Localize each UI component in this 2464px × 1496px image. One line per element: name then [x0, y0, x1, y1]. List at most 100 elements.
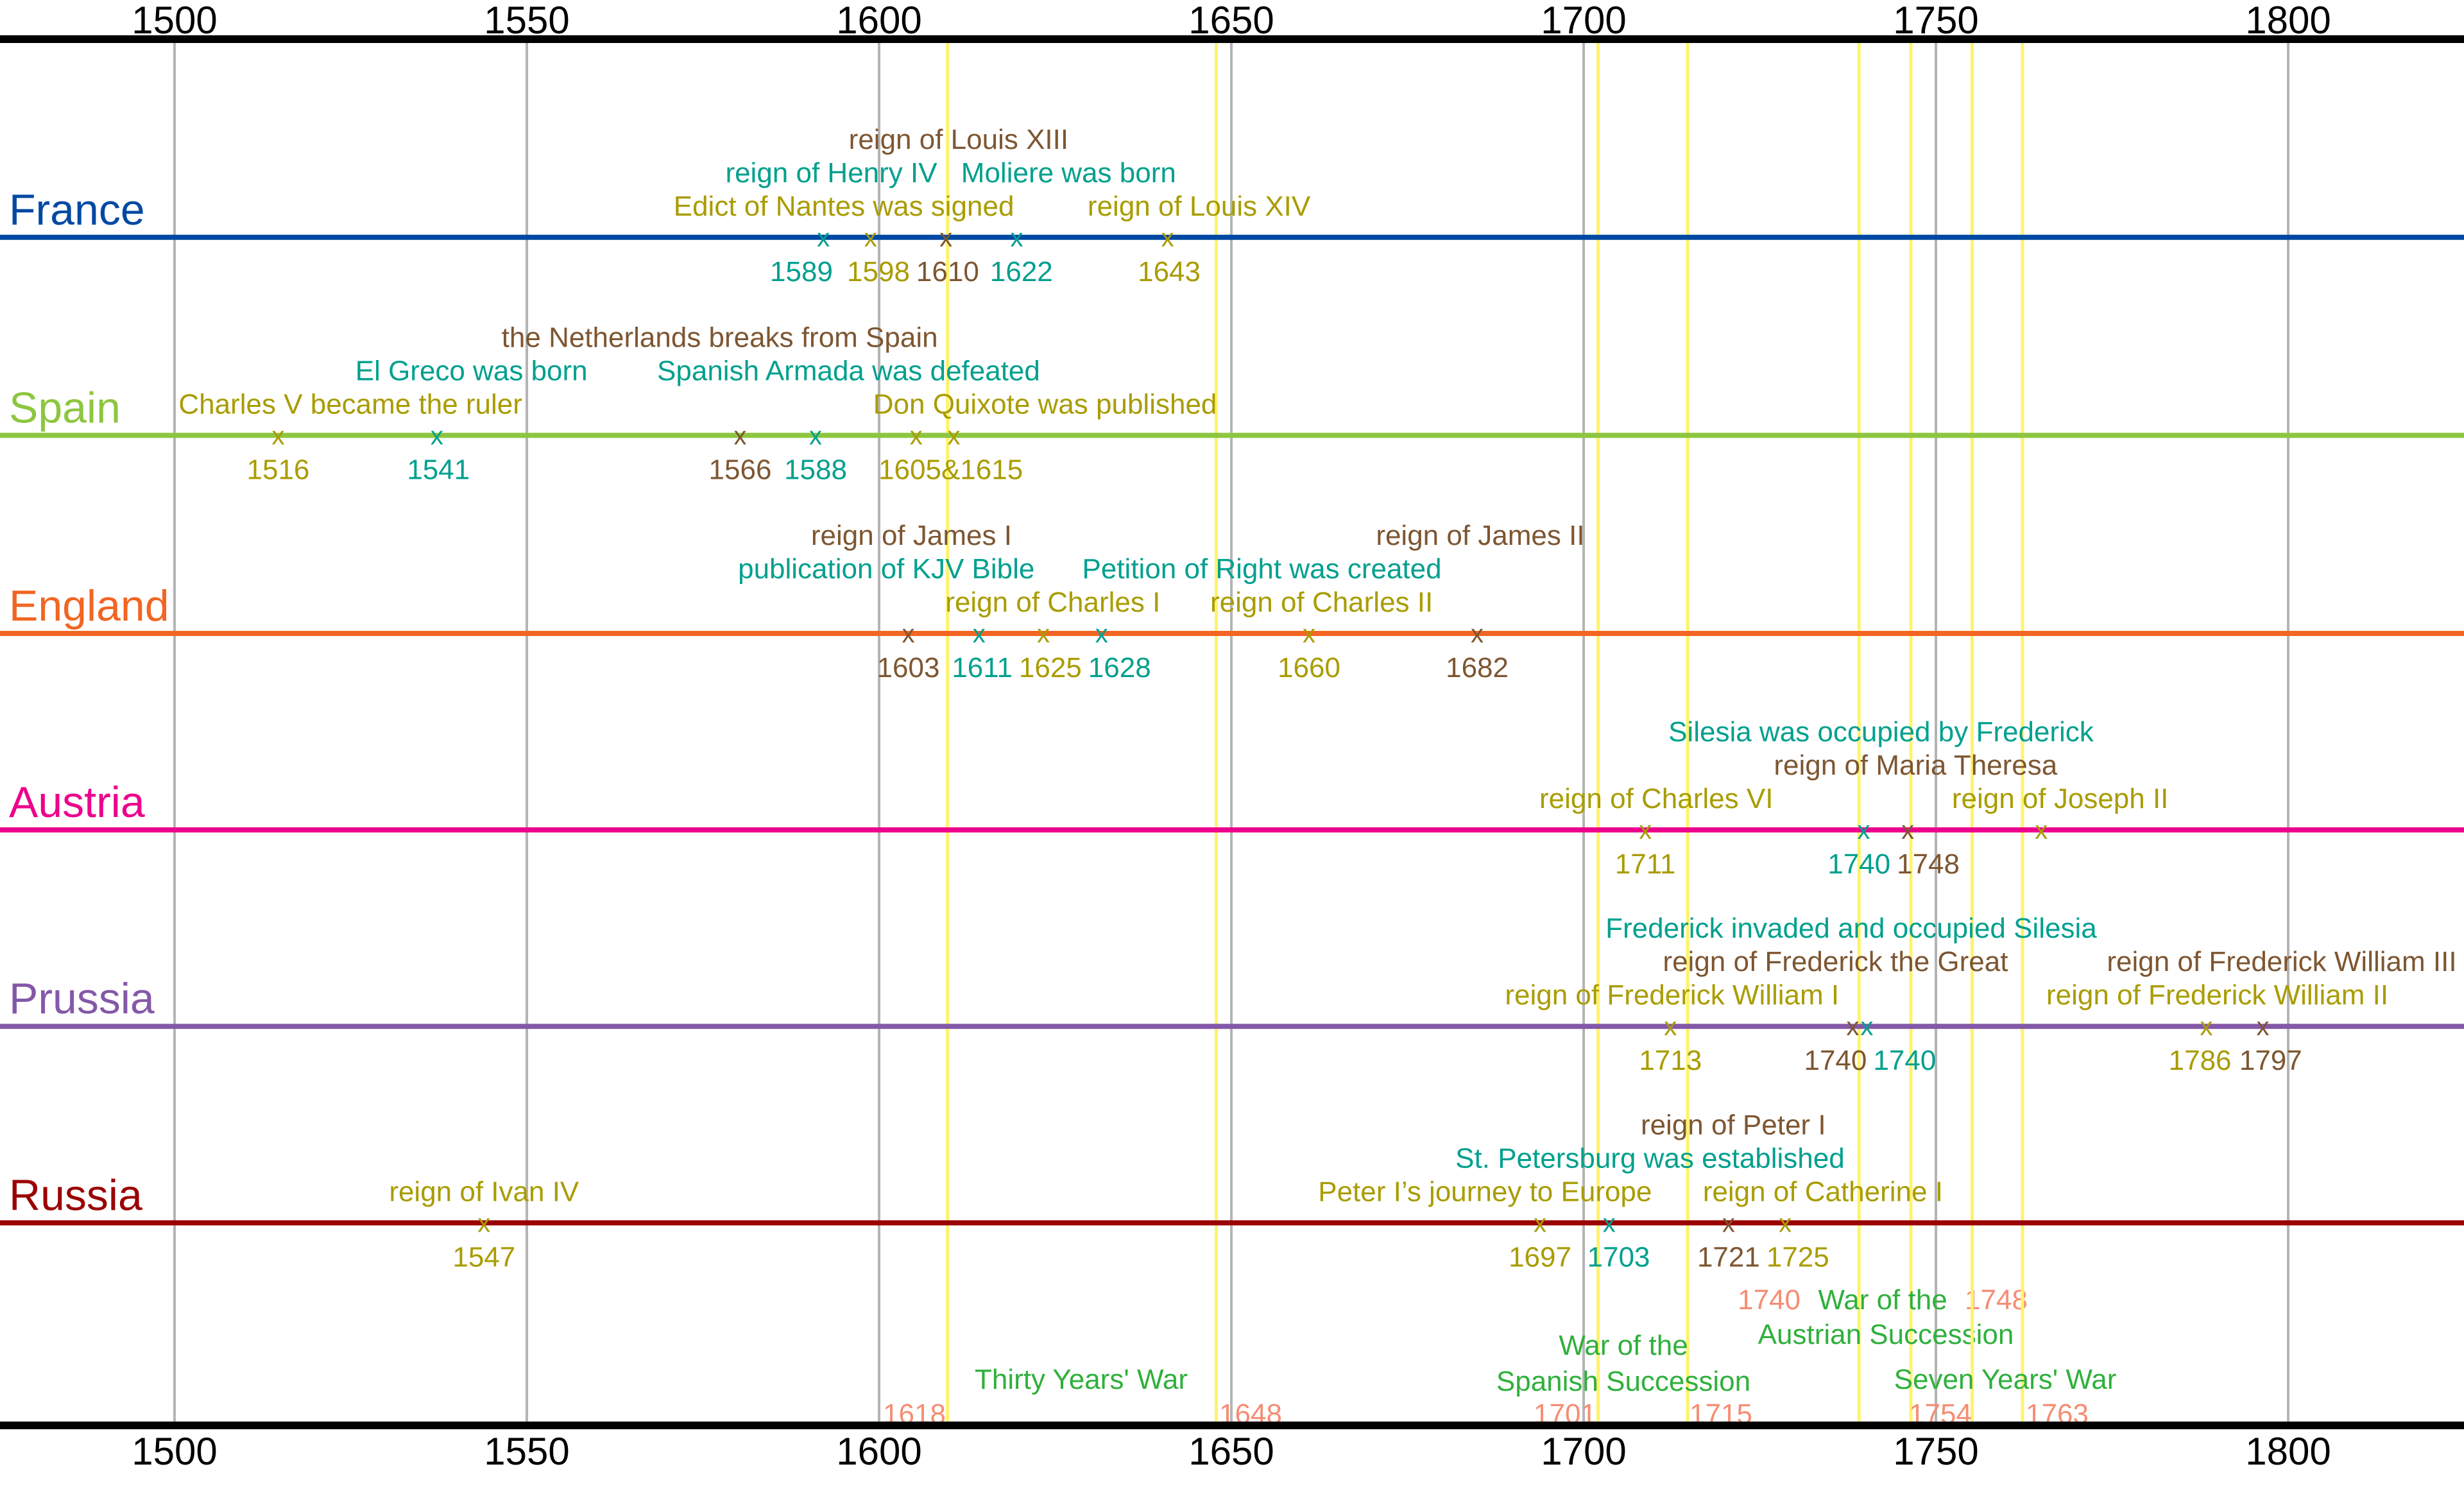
event-label: Moliere was born: [961, 157, 1176, 189]
event-label: Silesia was occupied by Frederick: [1668, 716, 2094, 748]
event-year: 1598: [847, 256, 910, 288]
event: x publication of KJV Bible 1611: [738, 553, 1034, 684]
event: x El Greco was born 1541: [355, 355, 588, 485]
event-marker: x: [431, 422, 443, 450]
x-tick-label-bottom: 1500: [132, 1430, 217, 1473]
event-year: 1740: [1873, 1045, 1936, 1076]
event-label: reign of Frederick William III: [2107, 946, 2456, 977]
x-tick-label-bottom: 1600: [836, 1430, 921, 1473]
event-year: 1725: [1767, 1241, 1829, 1273]
event-label: Charles V became the ruler: [178, 388, 522, 420]
x-tick-label-bottom: 1650: [1188, 1430, 1274, 1473]
event-marker: x: [1011, 224, 1023, 252]
event-marker: x: [1161, 224, 1174, 252]
event-label: reign of Ivan IV: [389, 1176, 579, 1207]
event: x St. Petersburg was established 1703: [1455, 1142, 1845, 1273]
country-label: Spain: [9, 383, 121, 432]
event-marker: x: [1639, 816, 1652, 845]
event-marker: x: [1037, 620, 1050, 648]
x-tick-label-top: 1500: [132, 0, 217, 42]
event-label: reign of Frederick William II: [2046, 979, 2388, 1011]
war-end-year: 1748: [1965, 1284, 2028, 1316]
war-title: War of the: [1818, 1284, 1947, 1316]
event-label: reign of Frederick the Great: [1663, 946, 2008, 977]
x-tick-label-top: 1700: [1541, 0, 1626, 42]
event-year: 1589: [770, 256, 833, 288]
event-marker: x: [1534, 1209, 1546, 1237]
event-year: 1682: [1446, 652, 1509, 684]
event-marker: x: [1779, 1209, 1792, 1237]
x-tick-label-top: 1650: [1188, 0, 1274, 42]
event-year: 1660: [1278, 652, 1340, 684]
event-marker: x: [1095, 620, 1108, 648]
event-year: 1622: [990, 256, 1053, 288]
event-year: 1611: [952, 652, 1013, 684]
event-marker: x: [817, 224, 830, 252]
event: x Petition of Right was created 1628: [1082, 553, 1442, 684]
event-year: 1711: [1615, 848, 1676, 880]
event-year: 1588: [784, 454, 847, 485]
event: x Frederick invaded and occupied Silesia 1…: [1605, 913, 2097, 1076]
event-year: 1605&1615: [878, 454, 1023, 485]
event-label: reign of Joseph II: [1952, 783, 2169, 814]
war-title: Austrian Succession: [1758, 1319, 2014, 1350]
event-year: 1697: [1509, 1241, 1571, 1273]
country-label: England: [9, 581, 169, 630]
country-label: Prussia: [9, 974, 155, 1023]
event-year: 1516: [247, 454, 310, 485]
event-marker: x: [864, 224, 877, 252]
event-year: 1541: [407, 454, 470, 485]
event-label: the Netherlands breaks from Spain: [502, 322, 938, 353]
event-marker: x: [1901, 816, 1914, 845]
event-year: 1713: [1639, 1045, 1702, 1076]
event-marker: x: [948, 422, 961, 450]
event-marker: x: [477, 1209, 490, 1237]
event: x reign of Henry IV 1589: [725, 157, 937, 288]
gridlines: [173, 39, 2289, 1425]
event-label: reign of Charles I: [945, 587, 1160, 618]
event-year: 1748: [1897, 848, 1960, 880]
war-title: Spanish Succession: [1496, 1366, 1750, 1397]
event-label: Don Quixote was published: [873, 388, 1217, 420]
event-marker: x: [1858, 816, 1870, 845]
event-label: reign of Maria Theresa: [1774, 750, 2057, 781]
event-marker: x: [902, 620, 915, 648]
event-marker: x: [1471, 620, 1484, 648]
event-year: 1547: [452, 1241, 515, 1273]
event-label: Frederick invaded and occupied Silesia: [1605, 913, 2097, 944]
event-marker: x: [1664, 1013, 1677, 1041]
event-label: reign of James II: [1376, 520, 1584, 551]
event-label: El Greco was born: [355, 355, 588, 386]
x-tick-label-top: 1600: [836, 0, 921, 42]
event: x the Netherlands breaks from Spain 1566: [502, 322, 938, 485]
event-label: St. Petersburg was established: [1455, 1142, 1845, 1174]
event-label: reign of Catherine I: [1703, 1176, 1943, 1207]
event-label: reign of Frederick William I: [1505, 979, 1839, 1011]
event-marker: x: [2200, 1013, 2212, 1041]
event-marker: x: [271, 422, 284, 450]
event-marker: x: [1846, 1013, 1859, 1041]
country-label: Russia: [9, 1171, 142, 1219]
x-tick-label-top: 1550: [484, 0, 569, 42]
event-label: publication of KJV Bible: [738, 553, 1034, 585]
event-label: reign of Peter I: [1641, 1109, 1826, 1140]
event-year: 1566: [709, 454, 772, 485]
event-label: Petition of Right was created: [1082, 553, 1442, 585]
event-marker: x: [973, 620, 986, 648]
event-year: 1643: [1138, 256, 1201, 288]
x-tick-label-bottom: 1700: [1541, 1430, 1626, 1473]
event-marker: x: [1603, 1209, 1616, 1237]
event: x Silesia was occupied by Frederick 1740: [1668, 716, 2094, 880]
event-year: 1740: [1827, 848, 1890, 880]
event: x reign of Louis XIII 1610: [849, 124, 1068, 288]
